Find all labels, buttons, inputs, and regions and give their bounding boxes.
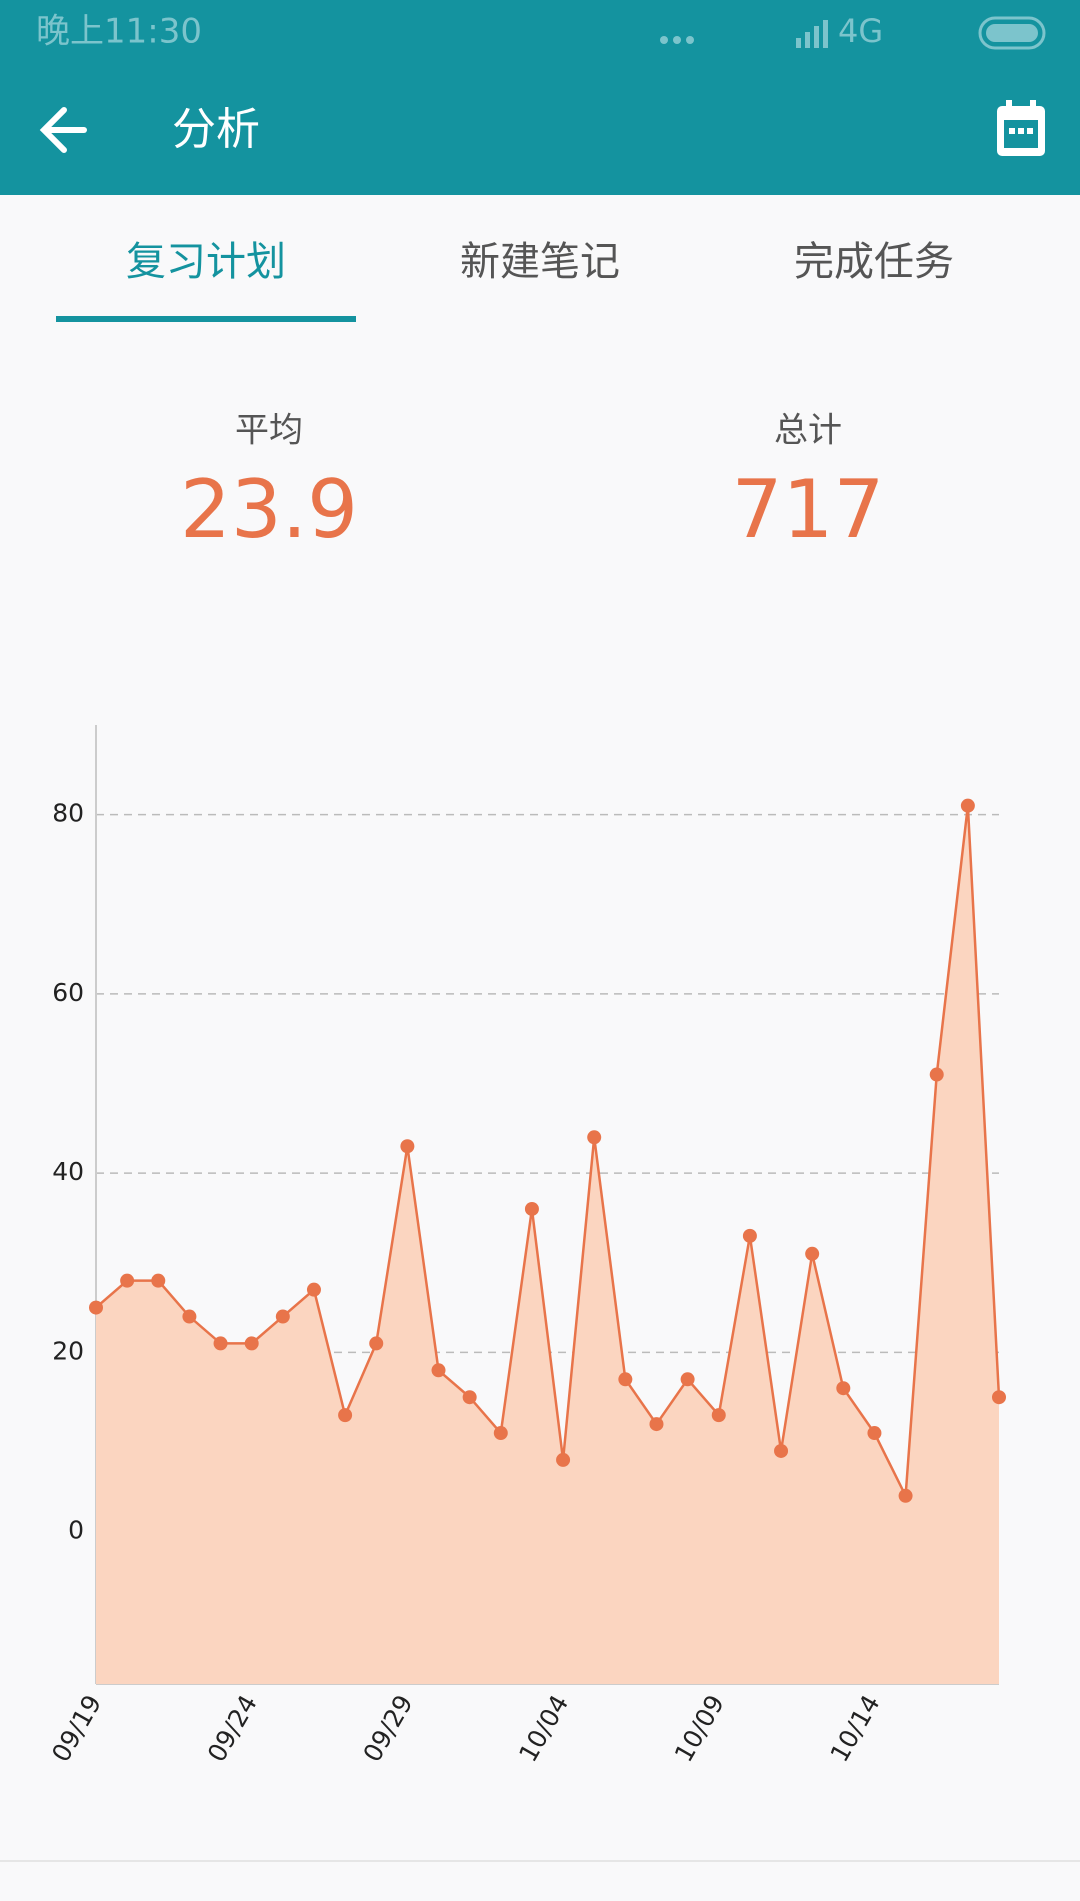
data-point (556, 1452, 571, 1467)
data-point (649, 1417, 664, 1432)
data-point (929, 1067, 944, 1082)
data-point (151, 1273, 166, 1288)
x-tick-label: 10/09 (669, 1690, 730, 1767)
data-point (431, 1363, 446, 1378)
data-point (275, 1309, 290, 1324)
data-point (306, 1282, 321, 1297)
tab[interactable]: 完成任务 (794, 239, 954, 285)
data-point (742, 1228, 757, 1243)
app-bar-background (0, 0, 1080, 195)
stat-value: 23.9 (180, 463, 358, 556)
tab[interactable]: 新建笔记 (460, 239, 620, 285)
data-point (213, 1336, 228, 1351)
data-point (120, 1273, 135, 1288)
x-tick-label: 10/14 (825, 1690, 886, 1767)
calendar-button[interactable] (997, 100, 1045, 156)
status-time: 晚上11:30 (36, 12, 202, 52)
tab-indicator (56, 316, 356, 322)
x-tick-label: 09/24 (202, 1690, 263, 1767)
y-tick-label: 80 (52, 799, 84, 828)
data-point (774, 1443, 789, 1458)
x-tick-label: 09/29 (357, 1690, 418, 1767)
data-point (524, 1201, 539, 1216)
chart: 0 20 40 60 80 09/19 09/24 09/29 10/04 10/09 10/14 (46, 725, 1006, 1767)
data-point (244, 1336, 259, 1351)
data-point (711, 1408, 726, 1423)
data-point (836, 1381, 851, 1396)
stat-value: 717 (732, 463, 885, 556)
area-fill (96, 805, 999, 1684)
data-point (680, 1372, 695, 1387)
status-icons (660, 16, 1046, 50)
data-point (587, 1130, 602, 1145)
data-point (369, 1336, 384, 1351)
data-point (400, 1139, 415, 1154)
data-point (898, 1488, 913, 1503)
back-button[interactable] (39, 107, 87, 153)
y-tick-label: 0 (68, 1516, 84, 1545)
data-point (867, 1426, 882, 1441)
data-point (493, 1426, 508, 1441)
status-network: 4G (838, 12, 883, 50)
y-tick-label: 60 (52, 978, 84, 1007)
data-point (618, 1372, 633, 1387)
data-point (992, 1390, 1006, 1405)
data-point (805, 1246, 820, 1261)
stat-label: 总计 (774, 411, 842, 451)
stat-label: 平均 (235, 411, 303, 451)
y-tick-label: 40 (52, 1157, 84, 1186)
app-title: 分析 (172, 104, 260, 155)
data-point (338, 1408, 353, 1423)
x-tick-label: 09/19 (46, 1690, 107, 1767)
x-tick-label: 10/04 (513, 1690, 574, 1767)
data-point (182, 1309, 197, 1324)
data-point (462, 1390, 477, 1405)
tab-active[interactable]: 复习计划 (126, 239, 286, 285)
data-point (960, 798, 975, 813)
data-point (89, 1300, 103, 1315)
y-tick-label: 20 (52, 1336, 84, 1365)
